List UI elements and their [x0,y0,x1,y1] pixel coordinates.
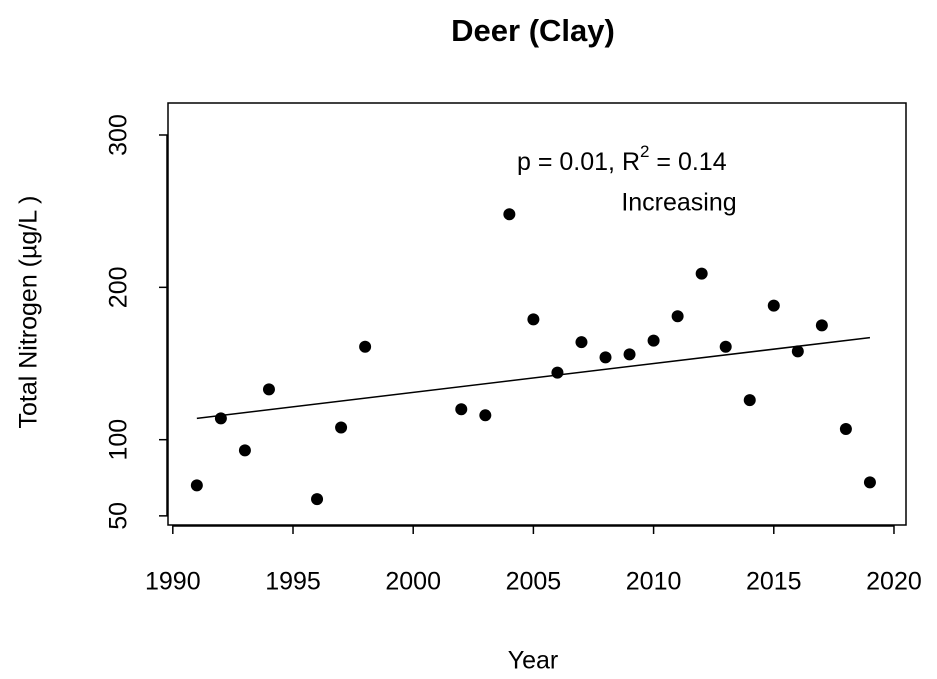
y-tick-label: 50 [105,502,133,530]
point [503,208,516,221]
x-tick-label: 2015 [746,568,802,596]
point [190,479,203,492]
point [671,310,684,323]
point [214,412,227,425]
x-tick-label: 1990 [145,568,201,596]
x-tick-label: 2020 [866,568,922,596]
point [335,421,348,434]
trend-line [196,336,871,420]
point [311,493,324,506]
annotation-text: p = 0.01, R [517,148,640,176]
point [479,409,492,422]
point [791,345,804,358]
point [767,299,780,312]
point [839,423,852,436]
point [238,444,251,457]
point [455,403,468,416]
point [815,319,828,332]
point [359,340,372,353]
x-tick-label: 2005 [506,568,562,596]
y-axis-label: Total Nitrogen (µg/L ) [15,195,43,428]
annotation-superscript: 2 [640,142,649,161]
y-tick-label: 100 [105,419,133,461]
trend-label: Increasing [621,189,736,217]
annotation: p = 0.01, R2 = 0.14 [517,142,727,175]
point [695,267,708,280]
point [575,336,588,349]
point [743,394,756,407]
point [262,383,275,396]
point [647,334,660,347]
plot-frame [167,102,907,526]
point [599,351,612,364]
point [623,348,636,361]
point [863,476,876,489]
point [719,340,732,353]
y-tick-label: 300 [105,114,133,156]
x-tick-label: 2010 [626,568,682,596]
annotation-text-after: = 0.14 [649,148,726,176]
y-tick-label: 200 [105,266,133,308]
x-tick-label: 2000 [385,568,441,596]
x-axis-label: Year [508,647,559,675]
chart-title: Deer (Clay) [451,13,615,48]
x-tick-label: 1995 [265,568,321,596]
point [551,366,564,379]
point [527,313,540,326]
